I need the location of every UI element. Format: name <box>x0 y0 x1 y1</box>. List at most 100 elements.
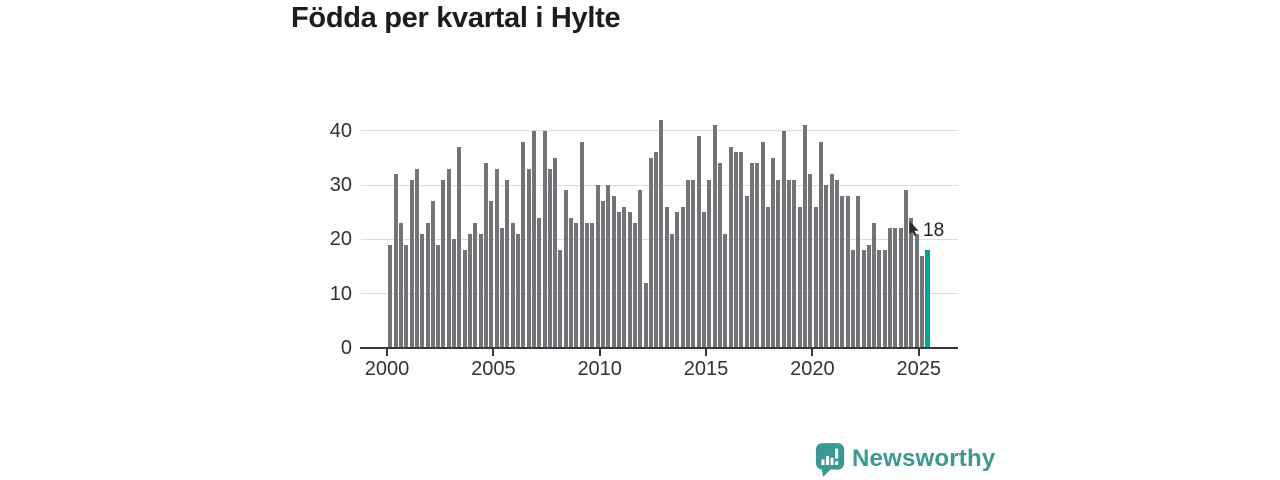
bar-2016-q1[interactable] <box>728 146 733 348</box>
bar-2009-q2[interactable] <box>585 223 590 348</box>
bar-2024-q1[interactable] <box>898 228 903 348</box>
bar-2002-q1[interactable] <box>430 201 435 348</box>
bar-2024-q3[interactable] <box>909 217 914 348</box>
bar-2009-q1[interactable] <box>579 141 584 348</box>
bar-2016-q2[interactable] <box>733 152 738 348</box>
bar-2004-q1[interactable] <box>473 223 478 348</box>
bar-2021-q1[interactable] <box>834 179 839 348</box>
bar-2020-q3[interactable] <box>824 185 829 348</box>
bar-2003-q2[interactable] <box>457 146 462 348</box>
bar-2001-q4[interactable] <box>425 223 430 348</box>
bar-2000-q1[interactable] <box>388 244 393 348</box>
bar-2006-q3[interactable] <box>526 168 531 348</box>
bar-2010-q2[interactable] <box>606 185 611 348</box>
bar-2019-q1[interactable] <box>792 179 797 348</box>
bar-2000-q3[interactable] <box>398 223 403 348</box>
bar-2001-q2[interactable] <box>414 168 419 348</box>
bar-2023-q2[interactable] <box>882 250 887 348</box>
bar-2015-q2[interactable] <box>712 125 717 348</box>
bar-2021-q4[interactable] <box>850 250 855 348</box>
bar-2001-q3[interactable] <box>420 233 425 348</box>
bar-2003-q4[interactable] <box>468 233 473 348</box>
bar-2014-q2[interactable] <box>691 179 696 348</box>
bar-2025-q2[interactable] <box>925 250 931 348</box>
bar-2020-q1[interactable] <box>813 206 818 348</box>
bar-2020-q4[interactable] <box>829 174 834 348</box>
bar-2017-q2[interactable] <box>755 163 760 348</box>
bar-2012-q3[interactable] <box>654 152 659 348</box>
bar-2017-q3[interactable] <box>760 141 765 348</box>
bar-2015-q1[interactable] <box>707 179 712 348</box>
bar-2012-q1[interactable] <box>643 282 648 348</box>
bar-2022-q4[interactable] <box>872 223 877 348</box>
bar-2025-q1[interactable] <box>920 255 925 348</box>
bar-2014-q4[interactable] <box>702 212 707 348</box>
bar-2022-q1[interactable] <box>856 195 861 348</box>
bar-2019-q3[interactable] <box>803 125 808 348</box>
bar-2022-q2[interactable] <box>861 250 866 348</box>
bar-2007-q1[interactable] <box>537 217 542 348</box>
bar-2018-q3[interactable] <box>781 130 786 348</box>
bar-2011-q4[interactable] <box>638 190 643 348</box>
bar-2018-q4[interactable] <box>787 179 792 348</box>
bar-2014-q3[interactable] <box>696 136 701 348</box>
bar-2019-q4[interactable] <box>808 174 813 348</box>
bar-2000-q2[interactable] <box>393 174 398 348</box>
bar-2013-q4[interactable] <box>680 206 685 348</box>
bar-2008-q1[interactable] <box>558 250 563 348</box>
bar-2024-q2[interactable] <box>904 190 909 348</box>
bar-2012-q4[interactable] <box>659 119 664 348</box>
bar-2018-q1[interactable] <box>771 157 776 348</box>
bar-2002-q3[interactable] <box>441 179 446 348</box>
bar-2006-q4[interactable] <box>531 130 536 348</box>
bar-2017-q1[interactable] <box>749 163 754 348</box>
bar-2005-q4[interactable] <box>510 223 515 348</box>
bar-2005-q2[interactable] <box>499 228 504 348</box>
bar-2021-q3[interactable] <box>845 195 850 348</box>
bar-2019-q2[interactable] <box>797 206 802 348</box>
bar-2007-q4[interactable] <box>553 157 558 348</box>
bar-2023-q4[interactable] <box>893 228 898 348</box>
bar-2008-q2[interactable] <box>563 190 568 348</box>
bar-2011-q3[interactable] <box>632 223 637 348</box>
bar-2003-q1[interactable] <box>452 239 457 348</box>
bar-2010-q3[interactable] <box>611 195 616 348</box>
bar-2004-q2[interactable] <box>478 233 483 348</box>
bar-2016-q4[interactable] <box>744 195 749 348</box>
bar-2020-q2[interactable] <box>819 141 823 348</box>
bar-2018-q2[interactable] <box>776 179 781 348</box>
bar-2016-q3[interactable] <box>739 152 744 348</box>
bar-2012-q2[interactable] <box>648 157 653 348</box>
bar-2001-q1[interactable] <box>409 179 414 348</box>
bar-2006-q1[interactable] <box>515 233 520 348</box>
bar-2003-q3[interactable] <box>462 250 467 348</box>
bar-2013-q3[interactable] <box>675 212 680 348</box>
bar-2004-q4[interactable] <box>489 201 494 348</box>
bar-2024-q4[interactable] <box>914 233 919 348</box>
bar-2004-q3[interactable] <box>484 163 488 348</box>
bar-2002-q4[interactable] <box>446 168 451 348</box>
bar-2011-q1[interactable] <box>622 206 627 348</box>
bar-2009-q4[interactable] <box>595 185 600 348</box>
bar-2007-q3[interactable] <box>547 168 552 348</box>
bar-2008-q3[interactable] <box>569 217 574 348</box>
bar-2010-q1[interactable] <box>600 201 605 348</box>
bar-2009-q3[interactable] <box>590 223 595 348</box>
bar-2013-q1[interactable] <box>664 206 669 348</box>
bar-2021-q2[interactable] <box>840 195 845 348</box>
bar-2010-q4[interactable] <box>616 212 621 348</box>
bar-2022-q3[interactable] <box>866 244 871 348</box>
bar-2013-q2[interactable] <box>670 233 675 348</box>
bar-2023-q3[interactable] <box>888 228 893 348</box>
bar-2015-q3[interactable] <box>717 163 722 348</box>
bar-2000-q4[interactable] <box>404 244 409 348</box>
bar-2008-q4[interactable] <box>574 223 579 348</box>
bar-2023-q1[interactable] <box>877 250 882 348</box>
newsworthy-logo[interactable]: Newsworthy <box>815 442 1015 478</box>
bar-2002-q2[interactable] <box>436 244 441 348</box>
bar-2017-q4[interactable] <box>765 206 770 348</box>
bar-2005-q1[interactable] <box>494 168 499 348</box>
bar-2014-q1[interactable] <box>686 179 691 348</box>
bar-2006-q2[interactable] <box>521 141 526 348</box>
bar-2015-q4[interactable] <box>723 233 728 348</box>
